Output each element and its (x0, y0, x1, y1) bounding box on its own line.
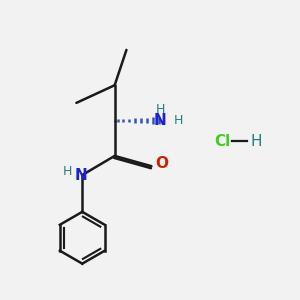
Text: N: N (154, 113, 167, 128)
Text: Cl: Cl (214, 134, 230, 149)
Text: H: H (174, 114, 184, 127)
Text: N: N (74, 167, 87, 182)
Text: H: H (250, 134, 262, 149)
Text: O: O (155, 156, 168, 171)
Text: H: H (156, 103, 165, 116)
Text: H: H (62, 165, 72, 178)
